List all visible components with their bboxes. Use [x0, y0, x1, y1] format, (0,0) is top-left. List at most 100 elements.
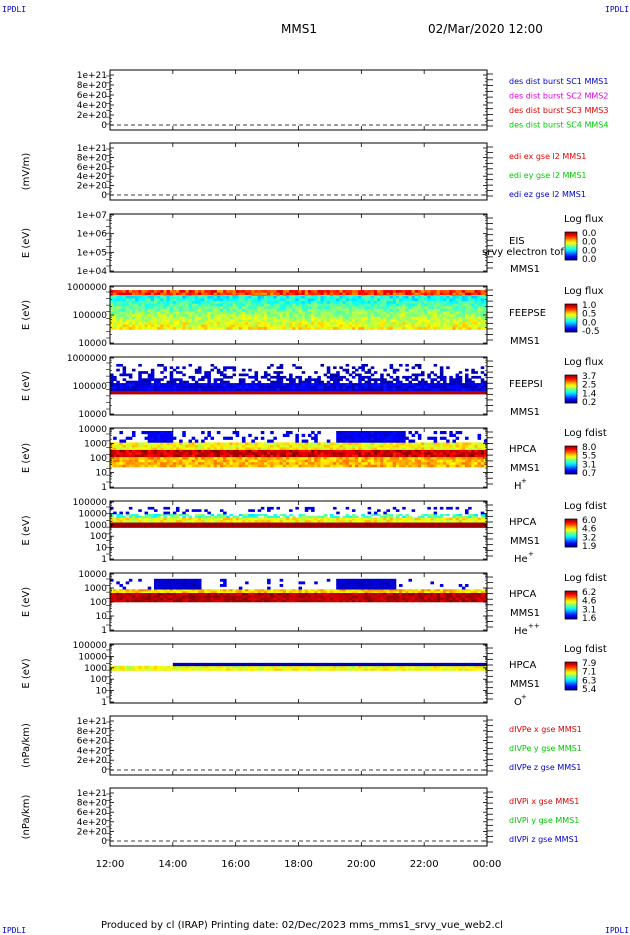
- legend-entry: dIVPi y gse MMS1: [509, 816, 579, 825]
- y-tick-label: 1: [101, 626, 107, 636]
- y-tick-label: 10000: [78, 509, 107, 519]
- y-tick-label: 10000: [78, 570, 107, 580]
- right-side-ticks-p2: [106, 147, 493, 196]
- y-tick-label: 100: [90, 532, 107, 542]
- x-tick-label: 14:00: [158, 859, 187, 870]
- colorbar-tick-label: 0.0: [582, 255, 597, 265]
- legend-entry: dIVPe y gse MMS1: [509, 744, 582, 753]
- legend-entry: dIVPi x gse MMS1: [509, 797, 579, 806]
- y-tick-label: 4e+20: [77, 101, 108, 111]
- instrument-name: HPCA: [509, 444, 537, 455]
- y-tick-label: 10: [96, 544, 108, 554]
- colorbar-title: Log fdist: [564, 501, 607, 512]
- plot-frame: [110, 70, 487, 130]
- spectrogram-p8: [110, 579, 487, 603]
- y-tick-label: 2e+20: [77, 111, 108, 121]
- y-tick-label: 1e+05: [77, 248, 107, 258]
- y-tick-label: 8e+20: [77, 799, 108, 809]
- spectrogram-p9: [110, 663, 487, 671]
- spacecraft-name: MMS1: [510, 463, 540, 474]
- species-charge: ++: [528, 622, 540, 630]
- right-side-ticks-p1: [106, 74, 493, 126]
- legend-entry: des dist burst SC3 MMS3: [509, 106, 608, 115]
- y-axis-label: E (eV): [21, 228, 32, 258]
- plot-frame: [110, 788, 487, 846]
- y-tick-label: 8e+20: [77, 727, 108, 737]
- y-tick-label: 10000: [78, 425, 107, 435]
- y-axis-label: E (eV): [21, 658, 32, 688]
- spacecraft-name: MMS1: [510, 336, 540, 347]
- spacecraft-name: MMS1: [510, 679, 540, 690]
- plot-frame: [110, 214, 487, 272]
- panel-p8: Log fdist6.24.63.11.6HPCAMMS1He++1000010…: [21, 570, 607, 637]
- y-axis-label: (nPa/km): [21, 723, 32, 768]
- legend-p11: dIVPi x gse MMS1 dIVPi y gse MMS1 dIVPi z …: [509, 797, 579, 844]
- y-tick-label: 100000: [73, 641, 108, 651]
- y-tick-label: 2e+20: [77, 827, 108, 837]
- legend-entry: edi ey gse l2 MMS1: [509, 171, 587, 180]
- y-tick-label: 1e+04: [77, 267, 108, 277]
- x-ticks-p2: [110, 143, 487, 200]
- x-tick-label: 22:00: [410, 859, 439, 870]
- y-tick-label: 1e+07: [77, 211, 107, 221]
- y-axis-label: E (eV): [21, 587, 32, 617]
- colorbar-tick-label: 0.7: [582, 469, 596, 479]
- colorbar-title: Log flux: [564, 357, 604, 368]
- legend-entry: edi ex gse l2 MMS1: [509, 152, 586, 161]
- y-tick-label: 6e+20: [77, 91, 108, 101]
- y-tick-label: 100: [90, 598, 107, 608]
- x-ticks-p11: [110, 788, 487, 846]
- x-tick-label: 18:00: [284, 859, 313, 870]
- plot-frame: [110, 716, 487, 775]
- x-ticks-p1: [110, 70, 487, 130]
- y-tick-label: 1: [101, 483, 107, 493]
- instrument-name: EIS: [509, 236, 525, 247]
- spectrogram-p7: [110, 507, 487, 528]
- colorbar-title: Log fdist: [564, 428, 607, 439]
- panel-p4: Log flux1.00.50.0-0.5FEEPSEMMS1100000010…: [21, 283, 604, 349]
- instrument-name: HPCA: [509, 660, 537, 671]
- y-tick-label: 1000: [84, 521, 107, 531]
- y-axis-label: (nPa/km): [21, 795, 32, 840]
- spacecraft-name: MMS1: [510, 536, 540, 547]
- y-axis-label: E (eV): [21, 515, 32, 545]
- spectrogram-p6: [110, 431, 487, 467]
- y-tick-label: 100000: [73, 382, 108, 392]
- instrument-name: FEEPSE: [509, 308, 546, 319]
- legend-entry: dIVPi z gse MMS1: [509, 835, 579, 844]
- y-axis-label: E (eV): [21, 443, 32, 473]
- right-side-ticks-p9: [106, 648, 493, 699]
- y-tick-label: 1: [101, 555, 107, 565]
- spacecraft-name: MMS1: [510, 407, 540, 418]
- species-label: He: [514, 554, 528, 565]
- species-charge: +: [521, 693, 527, 701]
- panel-p5: Log flux3.72.51.40.2FEEPSIMMS11000000100…: [21, 354, 604, 420]
- right-side-ticks-p11: [106, 792, 493, 842]
- x-ticks-p7: [110, 501, 487, 560]
- panel-p6: Log fdist8.05.53.10.7HPCAMMS1H+100001000…: [21, 425, 607, 493]
- y-tick-label: 10000: [78, 652, 107, 662]
- colorbar-title: Log flux: [564, 214, 604, 225]
- instrument-name: HPCA: [509, 517, 537, 528]
- panel-p11: dIVPi x gse MMS1 dIVPi y gse MMS1 dIVPi z …: [21, 788, 579, 847]
- spectrogram-p5: [110, 364, 487, 394]
- y-tick-label: 100000: [73, 311, 108, 321]
- y-tick-label: 1e+21: [77, 717, 107, 727]
- plot-frame: [110, 143, 487, 200]
- species-charge: +: [528, 550, 534, 558]
